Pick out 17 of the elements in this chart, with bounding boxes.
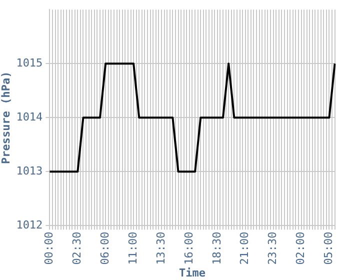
x-tick-label: 21:00 [238,232,252,265]
x-tick-label: 02:00 [294,232,308,265]
y-tick-label: 1012 [16,218,43,232]
x-tick-label: 18:30 [210,232,224,265]
y-tick-label: 1013 [16,164,43,178]
x-tick-label: 13:30 [154,232,168,265]
x-tick-label: 05:00 [322,232,336,265]
x-tick-label: 02:30 [70,232,84,265]
x-tick-label: 00:00 [42,232,56,265]
y-tick-label: 1015 [16,56,43,70]
y-axis-title: Pressure (hPa) [0,71,12,164]
x-tick-label: 11:00 [126,232,140,265]
x-axis-title: Time [178,266,206,280]
y-tick-label: 1014 [16,110,44,124]
x-tick-label: 16:00 [182,232,196,265]
x-tick-label: 23:30 [266,232,280,265]
x-tick-label: 06:00 [98,232,112,265]
